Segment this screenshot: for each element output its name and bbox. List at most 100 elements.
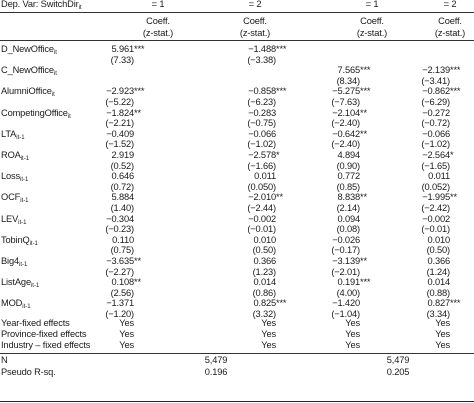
effects-value: Yes — [345, 328, 360, 339]
coef-cell: 0.827*** — [427, 298, 461, 309]
coef-cell: 0.825*** — [253, 298, 287, 309]
variable-label: AlumniOfficeit — [1, 86, 55, 99]
zstat-cell: (−2.01) — [331, 266, 360, 277]
zstat-cell: (3.34) — [426, 309, 451, 319]
zstat-cell: (0.86) — [252, 287, 277, 298]
variable-subscript: it — [53, 71, 57, 78]
zstat-cell: (−2.40) — [331, 139, 360, 150]
coef-cell: −1.420 — [332, 298, 360, 309]
zstat-cell: (0.50) — [426, 245, 451, 256]
effects-value: Yes — [435, 317, 450, 328]
variable-name: OCF — [1, 192, 21, 203]
variable-label: Lossit-1 — [1, 171, 28, 184]
subheader-rule — [0, 40, 474, 41]
zstat-cell: (−3.41) — [421, 75, 450, 86]
variable-name: TobinQ — [1, 234, 30, 245]
variable-label: CompetingOfficeit — [1, 108, 71, 120]
effects-value: Yes — [261, 317, 276, 328]
zstat-cell: (−0.01) — [421, 224, 450, 235]
stats-value: 5,479 — [386, 355, 410, 366]
col-header-4: = 2 — [443, 0, 457, 9]
coef-cell: 2.919 — [111, 150, 134, 160]
coef-cell: 0.646 — [111, 171, 134, 182]
zstat-cell: (1.40) — [110, 203, 135, 213]
coef-cell: −0.862*** — [422, 86, 461, 97]
effects-value: Yes — [119, 317, 134, 328]
dep-var-subscript: it — [78, 5, 82, 11]
coef-cell: 0.011 — [254, 171, 276, 182]
variable-label: ROAit-1 — [1, 150, 29, 162]
zstat-cell: (−5.22) — [105, 97, 134, 107]
zstat-cell: (−1.02) — [421, 139, 450, 150]
zstat-cell: (−3.38) — [247, 54, 276, 65]
variable-subscript: it-1 — [16, 134, 25, 141]
coef-cell: −0.066 — [422, 128, 450, 139]
zstat-cell: (0.88) — [426, 287, 451, 298]
variable-label: MODit-1 — [1, 298, 31, 311]
variable-label: C_NewOfficeit — [1, 65, 57, 78]
zstat-cell: (0.75) — [110, 245, 135, 256]
coef-cell: 0.011 — [428, 171, 450, 182]
coef-cell: 5.884 — [111, 192, 134, 203]
coef-cell: 0.014 — [253, 277, 276, 288]
zstat-cell: (−1.02) — [247, 139, 276, 150]
variable-label: ListAgeit-1 — [1, 278, 40, 290]
zstat-cell: (0.72) — [110, 181, 135, 192]
zstat-cell: (−0.72) — [421, 118, 450, 129]
coef-cell: −0.272 — [422, 107, 450, 118]
variable-name: ROA — [1, 150, 21, 160]
zstat-cell: (−2.44) — [247, 203, 276, 213]
zstat-cell: (−0.01) — [247, 224, 276, 235]
coef-cell: −0.409 — [106, 128, 134, 139]
variable-name: C_NewOffice — [1, 65, 54, 76]
variable-subscript: it-1 — [30, 283, 40, 290]
coef-cell: −2.104** — [332, 107, 367, 118]
variable-subscript: it-1 — [29, 240, 38, 247]
variable-subscript: it — [53, 50, 57, 56]
zstat-cell: (−1.52) — [105, 139, 134, 150]
coef-cell: 8.838** — [337, 192, 367, 203]
coef-cell: 0.191*** — [337, 277, 371, 288]
zstat-cell: (−7.63) — [331, 97, 360, 107]
effects-label: Year-fixed effects — [1, 317, 70, 328]
variable-label: Big4it-1 — [1, 256, 27, 268]
stats-label: Pseudo R-sq. — [1, 366, 56, 377]
col-header-2: = 2 — [248, 0, 262, 9]
variable-subscript: it-1 — [22, 304, 31, 311]
variable-subscript: it — [67, 113, 71, 120]
coef-cell: −1.995** — [422, 192, 457, 203]
variable-label: OCFit-1 — [1, 192, 29, 205]
stats-value: 0.196 — [204, 366, 228, 377]
zstat-cell: (2.56) — [110, 287, 135, 298]
variable-name: LTA — [1, 128, 17, 139]
zstat-cell: (−0.23) — [105, 224, 134, 235]
zstat-cell: (−0.75) — [247, 118, 276, 129]
coef-cell: 0.110 — [112, 234, 134, 245]
variable-name: AlumniOffice — [1, 86, 52, 97]
header-rule — [0, 12, 474, 13]
stats-label: N — [1, 355, 8, 366]
effects-value: Yes — [119, 340, 134, 350]
effects-value: Yes — [345, 317, 360, 328]
coef-cell: −0.002 — [248, 213, 276, 224]
coef-cell: −1.488*** — [248, 44, 287, 54]
variable-label: D_NewOfficeit — [1, 44, 57, 56]
zstat-cell: (0.052) — [421, 181, 451, 192]
coef-cell: 0.094 — [337, 213, 360, 224]
variable-label: TobinQit-1 — [1, 234, 38, 247]
zstat-cell: (0.90) — [336, 160, 361, 171]
zstat-cell: (−2.40) — [331, 118, 360, 129]
zstat-label-1: (z-stat.) — [142, 28, 174, 38]
variable-name: Loss — [1, 171, 21, 182]
effects-label: Industry – fixed effects — [1, 340, 91, 350]
variable-subscript: it-1 — [18, 219, 27, 226]
coef-cell: 0.010 — [253, 234, 276, 245]
zstat-cell: (0.52) — [110, 160, 135, 171]
coef-cell: −0.026 — [332, 234, 360, 245]
zstat-cell: (−2.27) — [105, 266, 134, 277]
zstat-cell: (2.14) — [336, 203, 361, 213]
zstat-cell: (−1.04) — [331, 309, 360, 319]
effects-value: Yes — [261, 328, 276, 339]
variable-name: MOD — [1, 298, 23, 309]
zstat-label-2: (z-stat.) — [239, 28, 271, 38]
